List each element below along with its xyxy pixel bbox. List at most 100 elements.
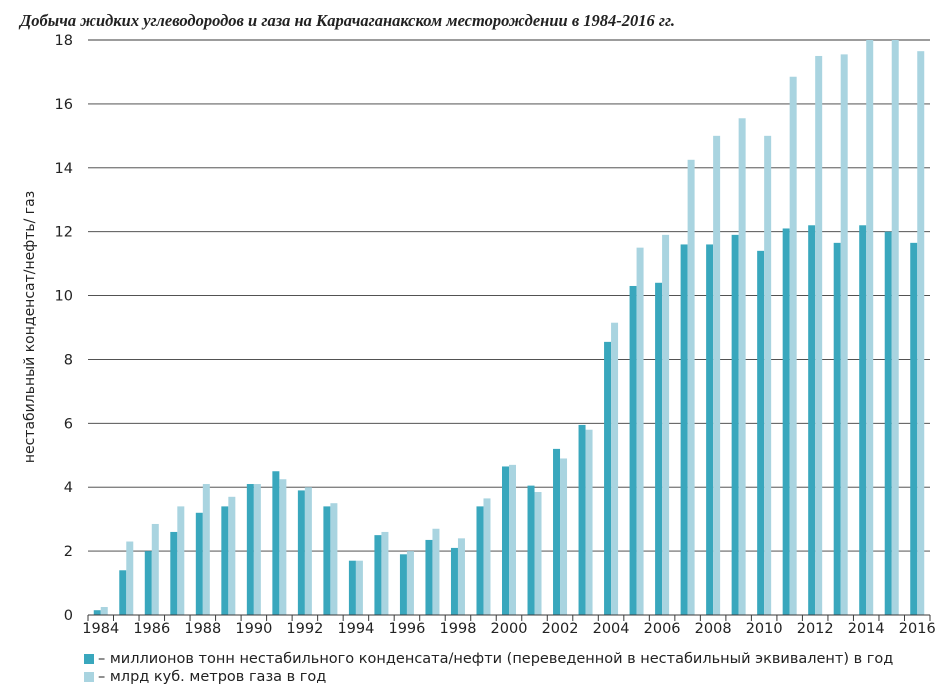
bar-gas-2011 bbox=[789, 76, 797, 615]
x-tick-2006: 2006 bbox=[644, 621, 681, 637]
y-tick-16: 16 bbox=[55, 97, 73, 113]
bar-condensate-2004 bbox=[604, 341, 612, 615]
bar-condensate-1998 bbox=[450, 547, 458, 615]
legend-label-gas: – млрд куб. метров газа в год bbox=[98, 669, 327, 685]
y-tick-2: 2 bbox=[64, 544, 73, 560]
bar-condensate-1988 bbox=[195, 512, 203, 615]
x-tick-2000: 2000 bbox=[491, 621, 528, 637]
y-axis-label: нестабильный конденсат/нефть/ газ bbox=[22, 191, 38, 463]
bar-gas-2000 bbox=[509, 464, 516, 615]
bar-gas-1998 bbox=[457, 538, 465, 615]
legend-item-gas: – млрд куб. метров газа в год bbox=[84, 668, 893, 686]
bar-condensate-2009 bbox=[731, 234, 739, 615]
x-tick-1990: 1990 bbox=[235, 621, 272, 637]
bar-gas-1986 bbox=[151, 523, 159, 615]
x-tick-1984: 1984 bbox=[82, 621, 119, 637]
x-tick-1992: 1992 bbox=[286, 621, 323, 637]
legend-item-condensate: – миллионов тонн нестабильного конденсат… bbox=[84, 650, 893, 668]
y-tick-8: 8 bbox=[64, 352, 73, 368]
bar-condensate-1999 bbox=[476, 506, 484, 615]
bar-condensate-1987 bbox=[170, 531, 178, 615]
x-tick-2014: 2014 bbox=[848, 621, 885, 637]
bar-condensate-2016 bbox=[910, 242, 918, 615]
bar-gas-2005 bbox=[636, 247, 644, 615]
bar-gas-1988 bbox=[202, 484, 210, 615]
bar-condensate-2002 bbox=[553, 448, 561, 615]
bar-gas-1997 bbox=[432, 528, 440, 615]
bar-gas-1984 bbox=[100, 607, 108, 615]
bar-gas-2014 bbox=[866, 40, 874, 615]
y-tick-labels: 0 2 4 6 8 10 12 14 16 18 bbox=[55, 33, 73, 624]
bar-gas-1990 bbox=[253, 484, 261, 615]
x-tick-2002: 2002 bbox=[542, 621, 579, 637]
bar-condensate-2003 bbox=[578, 424, 586, 615]
y-tick-14: 14 bbox=[55, 161, 73, 177]
x-tick-1998: 1998 bbox=[440, 621, 477, 637]
bar-condensate-2005 bbox=[629, 285, 637, 615]
x-tick-1986: 1986 bbox=[133, 621, 170, 637]
bar-gas-2003 bbox=[585, 429, 593, 615]
legend-swatch-condensate bbox=[84, 654, 94, 664]
x-axis bbox=[87, 614, 931, 621]
bar-gas-2007 bbox=[687, 159, 695, 615]
legend-swatch-gas bbox=[84, 672, 94, 682]
chart-title: Добыча жидких углеводородов и газа на Ка… bbox=[20, 11, 676, 30]
x-tick-1996: 1996 bbox=[388, 621, 425, 637]
x-tick-2010: 2010 bbox=[746, 621, 783, 637]
bar-condensate-2010 bbox=[757, 250, 765, 615]
bar-gas-1991 bbox=[279, 479, 287, 615]
bar-condensate-1986 bbox=[144, 551, 152, 615]
bar-condensate-2007 bbox=[680, 244, 688, 615]
bar-condensate-2008 bbox=[706, 244, 714, 615]
x-tick-labels: 1984 1986 1988 1990 1992 1994 1996 1998 2000 2002… bbox=[82, 621, 935, 637]
x-tick-2012: 2012 bbox=[797, 621, 834, 637]
x-tick-2016: 2016 bbox=[899, 621, 936, 637]
bar-condensate-2000 bbox=[502, 466, 509, 615]
bar-gas-2002 bbox=[560, 458, 568, 615]
bar-gas-1994 bbox=[355, 560, 363, 615]
bar-condensate-1989 bbox=[221, 506, 229, 615]
bar-gas-2008 bbox=[713, 135, 721, 615]
x-tick-2004: 2004 bbox=[593, 621, 630, 637]
bar-condensate-1985 bbox=[119, 570, 127, 615]
bar-condensate-1991 bbox=[272, 471, 280, 615]
bar-condensate-2006 bbox=[655, 282, 663, 615]
x-tick-2008: 2008 bbox=[695, 621, 732, 637]
bar-gas-2004 bbox=[611, 322, 619, 615]
y-tick-6: 6 bbox=[64, 416, 73, 432]
bar-condensate-2011 bbox=[782, 228, 790, 615]
legend: – миллионов тонн нестабильного конденсат… bbox=[84, 650, 893, 686]
y-tick-10: 10 bbox=[55, 289, 73, 305]
bar-gas-2012 bbox=[815, 55, 823, 615]
legend-label-condensate: – миллионов тонн нестабильного конденсат… bbox=[98, 651, 894, 667]
bar-condensate-1994 bbox=[348, 560, 356, 615]
bar-gas-2013 bbox=[840, 54, 848, 615]
bar-condensate-1993 bbox=[323, 506, 331, 615]
bar-gas-2015 bbox=[891, 40, 899, 615]
y-tick-4: 4 bbox=[64, 480, 73, 496]
bar-gas-2016 bbox=[917, 51, 925, 615]
bar-condensate-2015 bbox=[884, 231, 892, 615]
bar-condensate-2012 bbox=[808, 225, 816, 615]
bar-chart: 0 2 4 6 8 10 12 14 16 18 1984 1986 1988 1990 1992 1994… bbox=[22, 33, 936, 637]
bar-condensate-1992 bbox=[297, 490, 305, 615]
bar-gas-2006 bbox=[662, 234, 670, 615]
bar-gas-1992 bbox=[304, 487, 312, 615]
y-tick-12: 12 bbox=[55, 225, 73, 241]
bar-condensate-2014 bbox=[859, 225, 867, 615]
bars bbox=[93, 40, 925, 615]
bar-condensate-2013 bbox=[833, 242, 841, 615]
bar-condensate-2001 bbox=[527, 485, 535, 615]
bar-gas-1987 bbox=[177, 506, 185, 615]
bar-gas-1999 bbox=[483, 498, 491, 615]
bar-gas-2001 bbox=[534, 492, 542, 615]
x-tick-1994: 1994 bbox=[337, 621, 374, 637]
bar-gas-1995 bbox=[381, 531, 389, 615]
bar-condensate-1990 bbox=[246, 484, 254, 615]
bar-gas-2010 bbox=[764, 135, 772, 615]
bar-gas-1993 bbox=[330, 503, 338, 615]
y-tick-18: 18 bbox=[55, 33, 73, 49]
x-tick-1988: 1988 bbox=[184, 621, 221, 637]
y-tick-0: 0 bbox=[64, 608, 73, 624]
bar-gas-2009 bbox=[738, 118, 746, 615]
